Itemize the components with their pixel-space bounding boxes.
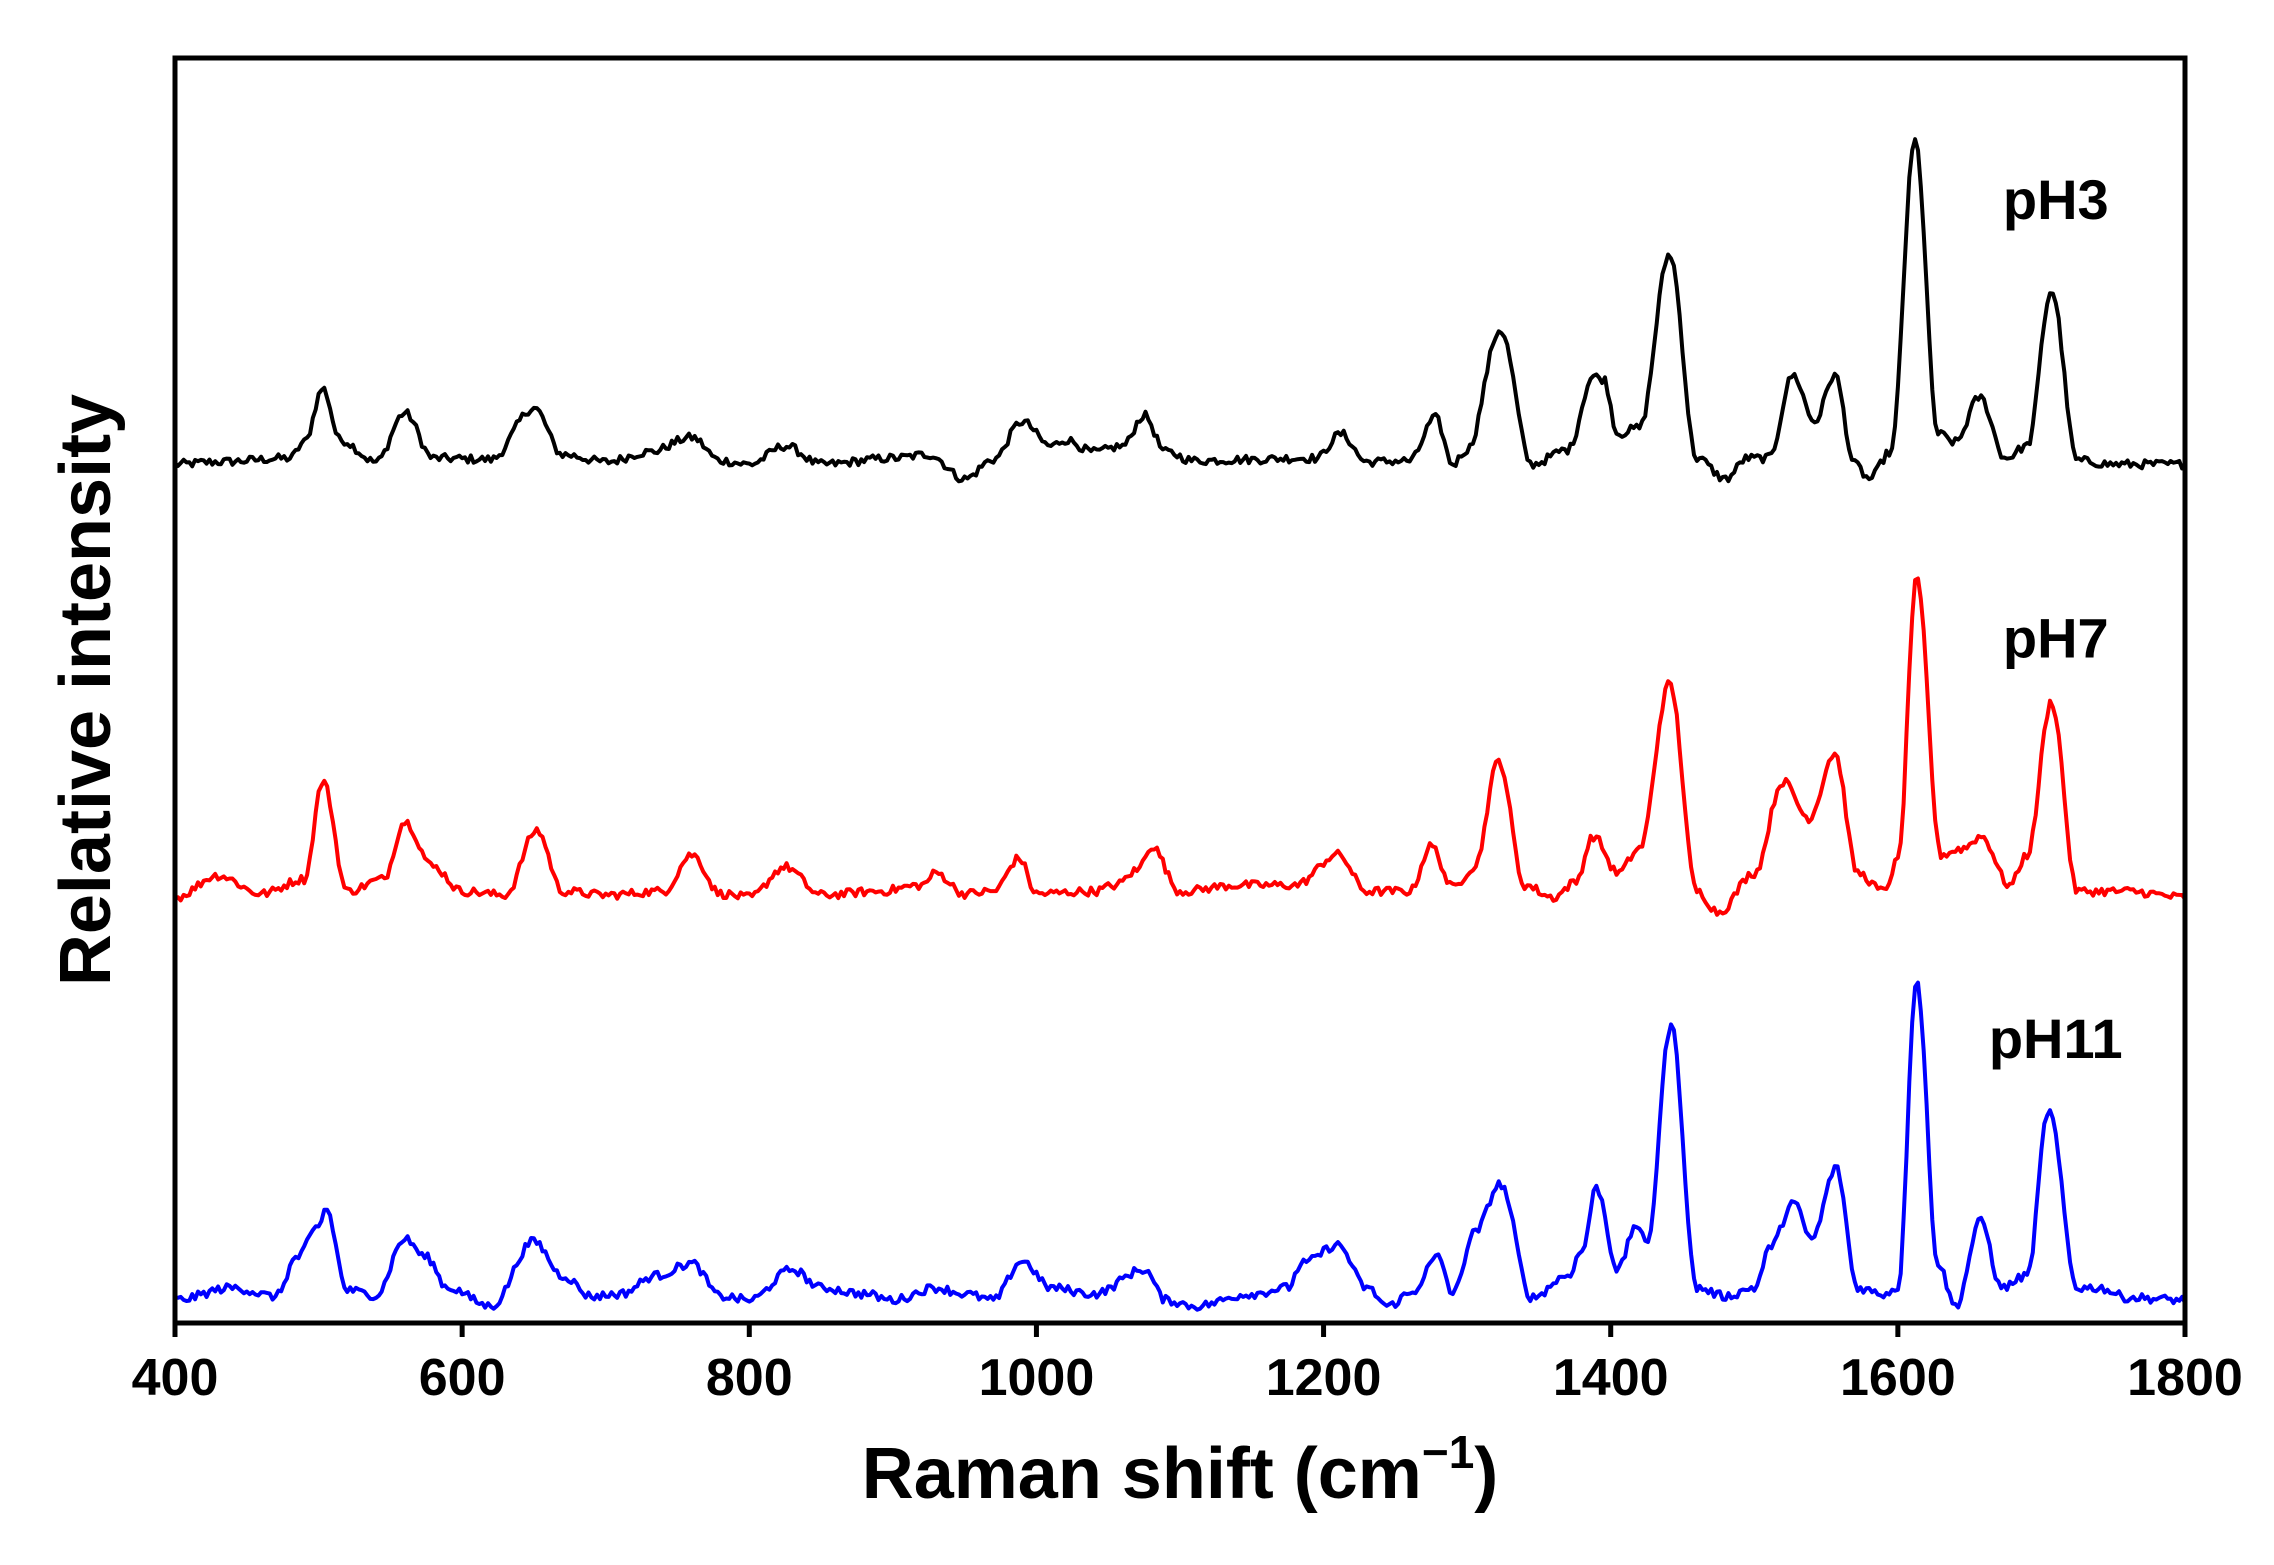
series-label-ph11: pH11 [1989, 1007, 2123, 1070]
x-axis-title-sup: −1 [1422, 1426, 1474, 1478]
x-axis-title-close: ) [1474, 1434, 1498, 1514]
series-layer [173, 137, 2187, 1312]
series-line-ph7 [174, 576, 2187, 917]
x-tick-label-1000: 1000 [979, 1349, 1095, 1407]
x-tick-label-400: 400 [132, 1349, 219, 1407]
series-labels: pH3 pH7 pH11 [1989, 168, 2123, 1070]
x-tick-label-800: 800 [706, 1349, 793, 1407]
x-axis-title: Raman shift (cm−1) [862, 1426, 1499, 1514]
series-line-ph11 [174, 980, 2187, 1312]
y-axis-title: Relative intensity [46, 394, 126, 986]
x-axis-title-main: Raman shift (cm [862, 1434, 1422, 1514]
plot-frame [172, 55, 2188, 1326]
x-tick-label-1600: 1600 [1840, 1349, 1956, 1407]
x-ticks: 400 600 800 1000 1200 1400 1600 1800 [132, 1323, 2243, 1407]
x-tick-label-600: 600 [419, 1349, 506, 1407]
series-label-ph7: pH7 [2003, 606, 2109, 669]
series-line-ph3 [173, 137, 2186, 484]
x-tick-label-1200: 1200 [1266, 1349, 1382, 1407]
x-tick-label-1800: 1800 [2127, 1349, 2243, 1407]
x-tick-label-1400: 1400 [1553, 1349, 1669, 1407]
series-label-ph3: pH3 [2003, 168, 2109, 231]
